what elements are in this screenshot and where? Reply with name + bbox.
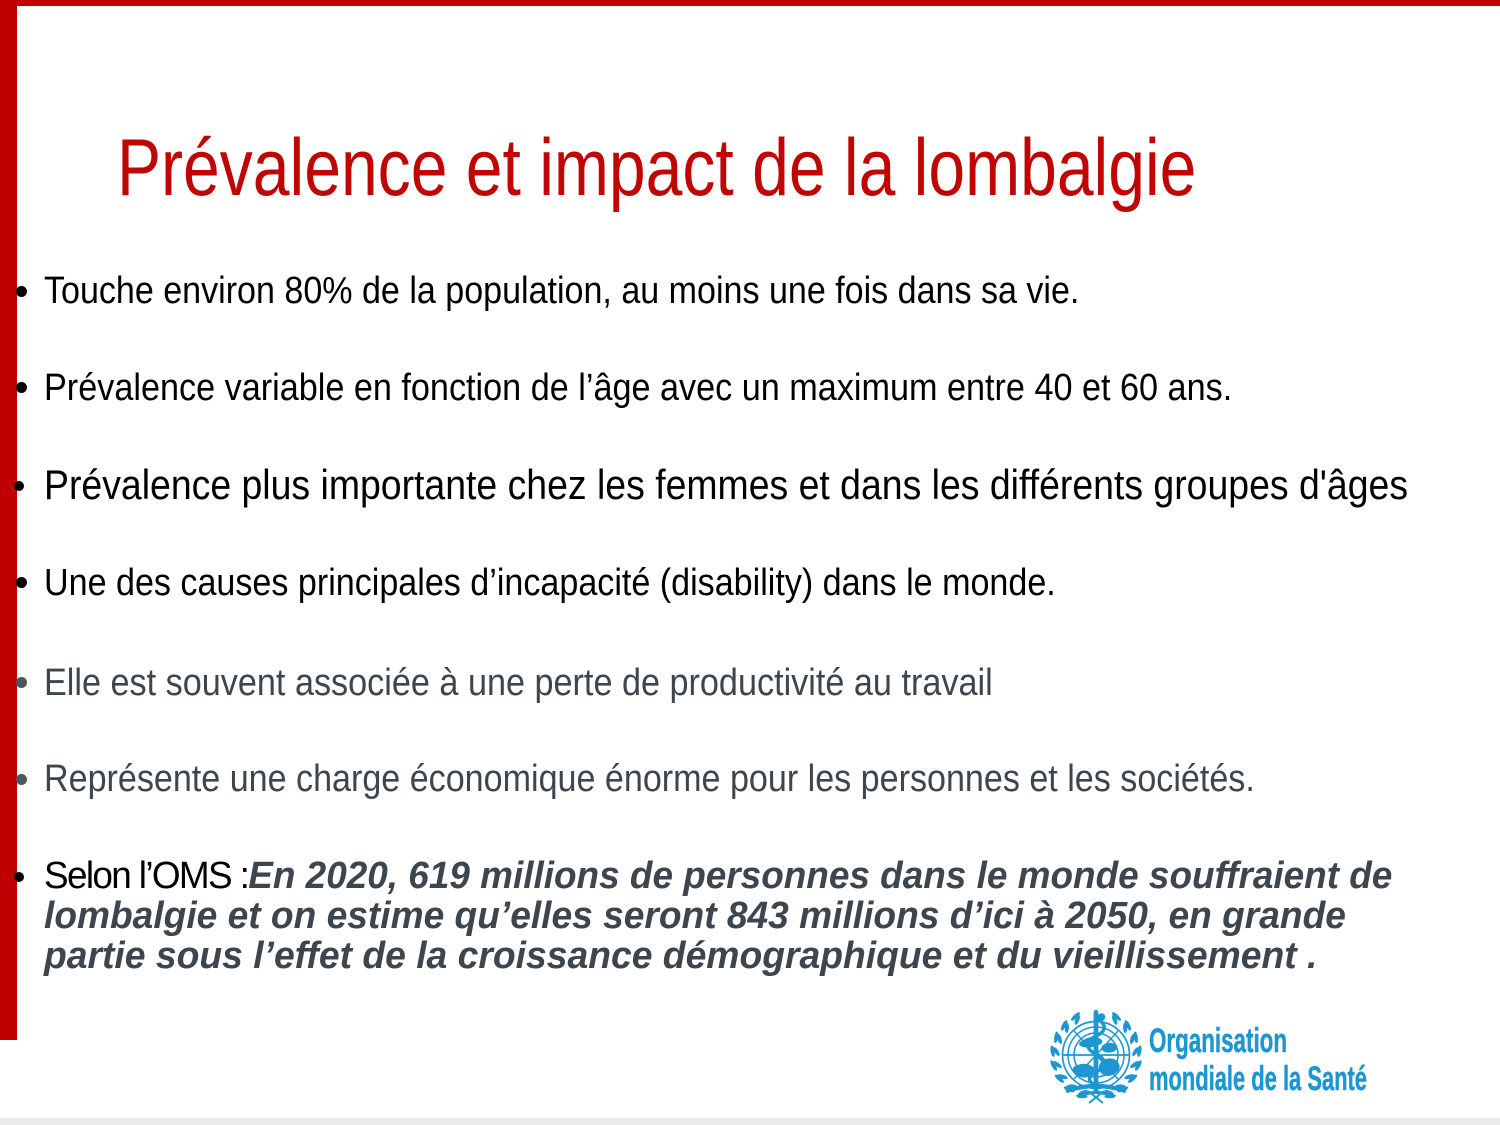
- svg-text:mondiale de la Santé: mondiale de la Santé: [1149, 1060, 1367, 1098]
- svg-text:Organisation: Organisation: [1149, 1022, 1287, 1060]
